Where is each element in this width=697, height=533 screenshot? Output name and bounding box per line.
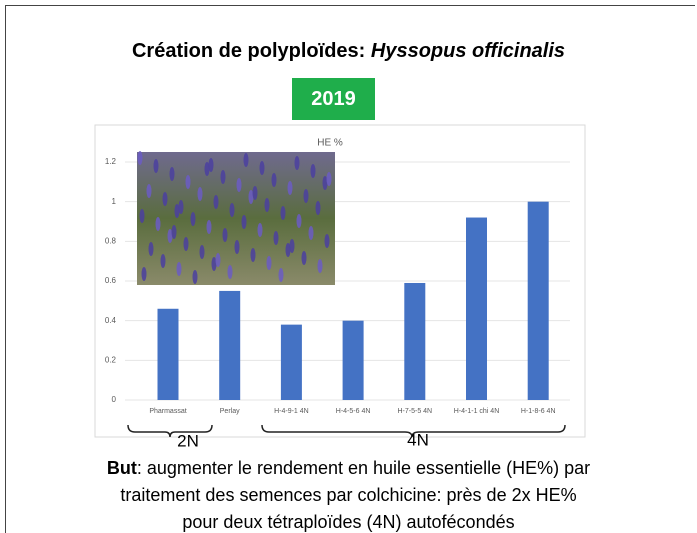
photo-flower xyxy=(142,267,147,281)
photo-flower xyxy=(214,195,219,209)
photo-flower xyxy=(223,228,228,242)
photo-flower xyxy=(200,245,205,259)
x-tick-label: Pharmassat xyxy=(149,408,186,415)
photo-flower xyxy=(295,156,300,170)
y-tick-label: 0.8 xyxy=(105,236,117,245)
photo-flower xyxy=(274,231,279,245)
photo-flower xyxy=(161,254,166,268)
x-tick-label: H-1-8-6 4N xyxy=(521,408,556,415)
photo-flower xyxy=(267,256,272,270)
photo-flower xyxy=(179,200,184,214)
slide: HE % 0 0.2 0.4 0.6 0.8 1 1.2 Pharmassat Perlay H-… xyxy=(0,0,697,533)
y-tick-label: 1 xyxy=(112,197,117,206)
slide-title: Création de polyploïdes: Hyssopus offici… xyxy=(0,40,697,63)
bar xyxy=(343,321,364,400)
y-tick-label: 0.4 xyxy=(105,316,117,325)
photo-flower xyxy=(228,265,233,279)
bar xyxy=(466,218,487,400)
photo xyxy=(137,151,335,285)
x-tick-label: H-7-5-5 4N xyxy=(397,408,432,415)
photo-flower xyxy=(172,225,177,239)
photo-flower xyxy=(170,167,175,181)
photo-flower xyxy=(288,181,293,195)
photo-flower xyxy=(216,253,221,267)
title-prefix: Création de polyploïdes: xyxy=(132,40,365,62)
photo-flower xyxy=(149,242,154,256)
photo-flower xyxy=(154,159,159,173)
photo-flower xyxy=(309,226,314,240)
photo-flower xyxy=(209,158,214,172)
bar xyxy=(404,283,425,400)
photo-flower xyxy=(258,223,263,237)
x-tick-label: H-4-9-1 4N xyxy=(274,408,309,415)
y-tick-label: 1.2 xyxy=(105,157,117,166)
caption: But: augmenter le rendement en huile ess… xyxy=(100,455,597,533)
photo-flower xyxy=(177,262,182,276)
photo-flower xyxy=(244,153,249,167)
photo-flower xyxy=(186,175,191,189)
photo-flower xyxy=(325,234,330,248)
bar xyxy=(158,309,179,400)
photo-flower xyxy=(316,201,321,215)
year-badge: 2019 xyxy=(292,78,375,120)
photo-flower xyxy=(251,248,256,262)
photo-flower xyxy=(198,187,203,201)
caption-text: : augmenter le rendement en huile essent… xyxy=(120,458,590,532)
photo-flower xyxy=(138,151,143,165)
photo-flower xyxy=(290,239,295,253)
chart-title: HE % xyxy=(317,138,343,149)
photo-flower xyxy=(327,172,332,186)
photo-flower xyxy=(235,240,240,254)
bar xyxy=(219,291,240,400)
group-label: 2N xyxy=(177,431,199,450)
photo-flower xyxy=(302,251,307,265)
x-tick-label: H-4-1-1 chi 4N xyxy=(454,408,500,415)
y-tick-label: 0.2 xyxy=(105,355,117,364)
photo-flower xyxy=(230,203,235,217)
photo-flower xyxy=(191,212,196,226)
photo-flower xyxy=(281,206,286,220)
photo-flower xyxy=(318,259,323,273)
photo-flower xyxy=(304,189,309,203)
bar xyxy=(528,202,549,400)
photo-flower xyxy=(237,178,242,192)
photo-flower xyxy=(147,184,152,198)
group-label: 4N xyxy=(407,430,429,449)
photo-flower xyxy=(207,220,212,234)
photo-flower xyxy=(242,215,247,229)
y-tick-label: 0.6 xyxy=(105,276,117,285)
photo-flower xyxy=(272,173,277,187)
photo-flower xyxy=(311,164,316,178)
photo-flower xyxy=(253,186,258,200)
x-tick-label: Perlay xyxy=(220,408,240,415)
y-tick-label: 0 xyxy=(112,395,117,404)
photo-flower xyxy=(279,268,284,282)
photo-flower xyxy=(260,161,265,175)
photo-flower xyxy=(297,214,302,228)
photo-flower xyxy=(193,270,198,284)
photo-flower xyxy=(140,209,145,223)
photo-flower xyxy=(265,198,270,212)
photo-flower xyxy=(221,170,226,184)
photo-flower xyxy=(163,192,168,206)
caption-bold: But xyxy=(107,458,137,478)
x-tick-label: H-4-5-6 4N xyxy=(336,408,371,415)
title-species: Hyssopus officinalis xyxy=(371,40,565,62)
photo-flower xyxy=(184,237,189,251)
photo-flower xyxy=(156,217,161,231)
bar xyxy=(281,325,302,400)
